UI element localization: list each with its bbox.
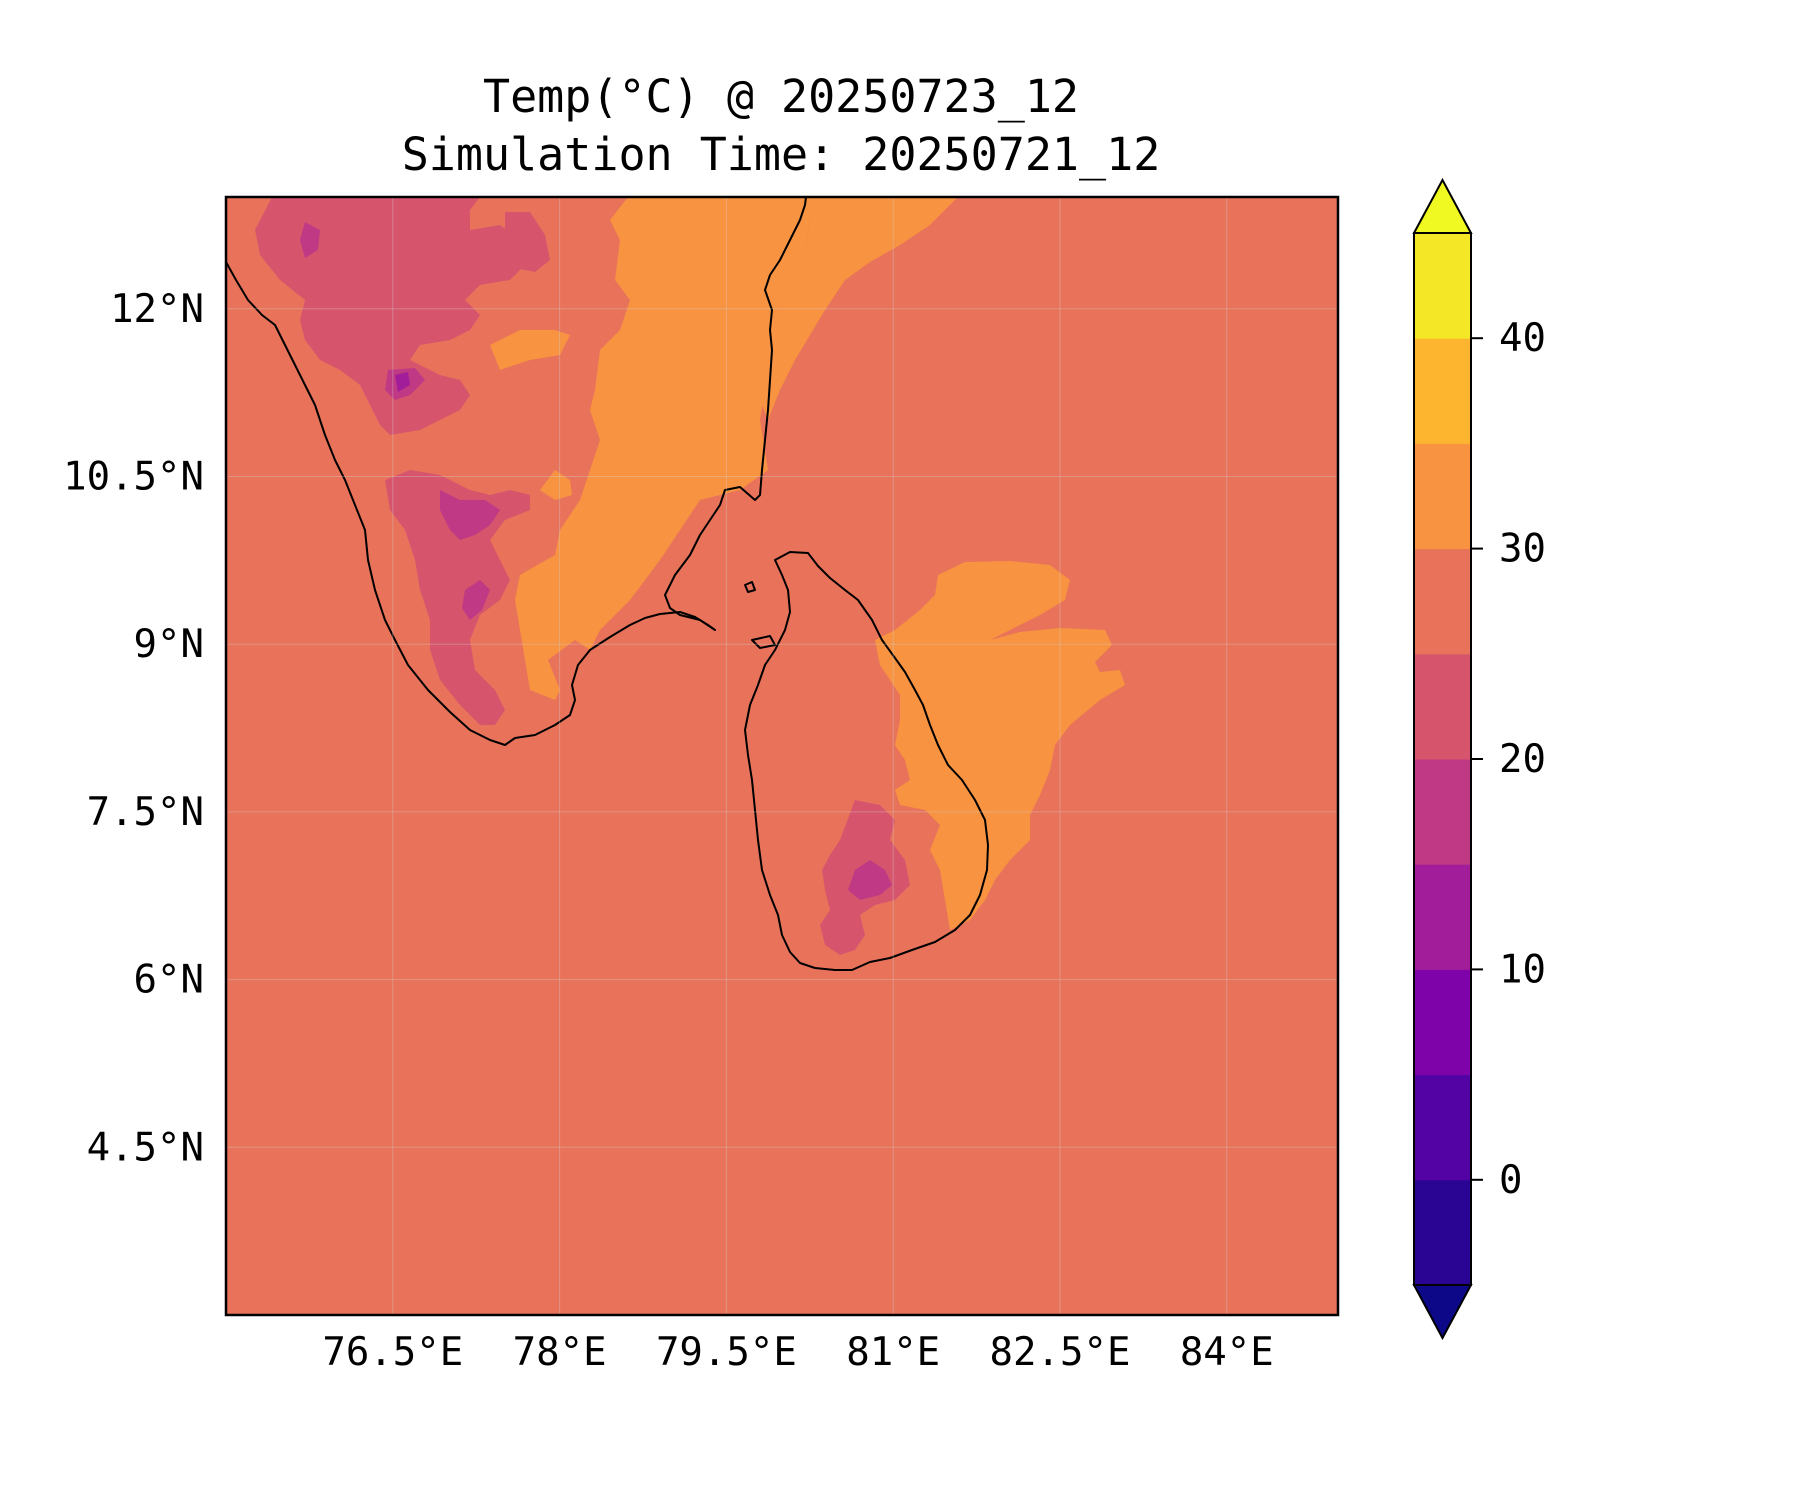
colorbar-bin <box>1414 759 1471 865</box>
colorbar-tick-label: 40 <box>1499 316 1546 361</box>
temperature-contours <box>226 197 1338 1315</box>
latitude-tick-label: 9°N <box>134 622 204 667</box>
colorbar-tick-label: 20 <box>1499 737 1546 782</box>
colorbar-bin <box>1414 233 1471 339</box>
colorbar-bin <box>1414 1074 1471 1181</box>
colorbar: 0 10 20 30 40 <box>1412 177 1546 1341</box>
colorbar-bin <box>1414 864 1471 970</box>
coastline-srilanka <box>744 551 989 971</box>
contour-15-20-ghats-a <box>300 222 320 258</box>
map-subtitle: Simulation Time: 20250721_12 <box>402 128 1161 181</box>
map-panel: 76.5°E 78°E 79.5°E 81°E 82.5°E 84°E 12°N 10.5°… <box>63 195 1340 1375</box>
contour-15-20-ghats-d <box>462 580 490 620</box>
contour-20-25-ghats-north <box>255 197 525 435</box>
latitude-tick-label: 10.5°N <box>63 455 204 500</box>
coastline-india <box>226 197 807 746</box>
longitude-axis: 76.5°E 78°E 79.5°E 81°E 82.5°E 84°E <box>322 1330 1273 1375</box>
colorbar-over-extension <box>1412 177 1473 234</box>
colorbar-bin <box>1414 338 1471 444</box>
contour-30-35-patch-b <box>490 330 570 370</box>
longitude-tick-label: 82.5°E <box>990 1330 1131 1375</box>
contour-15-20-srilanka <box>848 860 892 900</box>
contour-30-35-patch-a <box>540 470 572 500</box>
map-frame <box>224 195 1340 1317</box>
colorbar-bin <box>1414 969 1471 1076</box>
contour-30-35-tamilnadu <box>515 197 812 700</box>
colorbar-bin <box>1414 548 1471 655</box>
latitude-tick-label: 7.5°N <box>87 790 204 835</box>
longitude-tick-label: 84°E <box>1180 1330 1274 1375</box>
contour-30-35-east-srilanka <box>875 561 1125 930</box>
colorbar-tick-label: 30 <box>1499 527 1546 572</box>
colorbar-tick-label: 10 <box>1499 947 1546 992</box>
longitude-tick-label: 76.5°E <box>322 1330 463 1375</box>
contour-15-20-ghats-c <box>440 490 500 540</box>
map-title: Temp(°C) @ 20250723_12 <box>483 70 1079 123</box>
longitude-tick-label: 78°E <box>513 1330 607 1375</box>
colorbar-bins <box>1414 233 1471 1286</box>
contour-20-25-ghats-south <box>385 470 530 725</box>
colorbar-bin <box>1414 443 1471 550</box>
colorbar-bin <box>1414 1179 1471 1286</box>
longitude-tick-label: 81°E <box>846 1330 940 1375</box>
contour-30-35-bay <box>760 197 958 420</box>
graticule <box>226 197 1338 1315</box>
latitude-tick-label: 4.5°N <box>87 1125 204 1170</box>
colorbar-bin <box>1414 653 1471 760</box>
coastline <box>226 197 989 971</box>
colorbar-tick-label: 0 <box>1499 1158 1522 1203</box>
colorbar-under-extension <box>1412 1284 1473 1341</box>
latitude-tick-label: 12°N <box>110 287 204 332</box>
coastline-island-a <box>744 581 756 593</box>
longitude-tick-label: 79.5°E <box>656 1330 797 1375</box>
colorbar-ticks: 0 10 20 30 40 <box>1471 316 1546 1203</box>
coastline-island-b <box>751 635 776 649</box>
contour-20-25-ghats-top <box>505 212 550 272</box>
contour-10-15-core <box>395 372 410 392</box>
latitude-tick-label: 6°N <box>134 958 204 1003</box>
latitude-axis: 12°N 10.5°N 9°N 7.5°N 6°N 4.5°N <box>63 287 204 1171</box>
